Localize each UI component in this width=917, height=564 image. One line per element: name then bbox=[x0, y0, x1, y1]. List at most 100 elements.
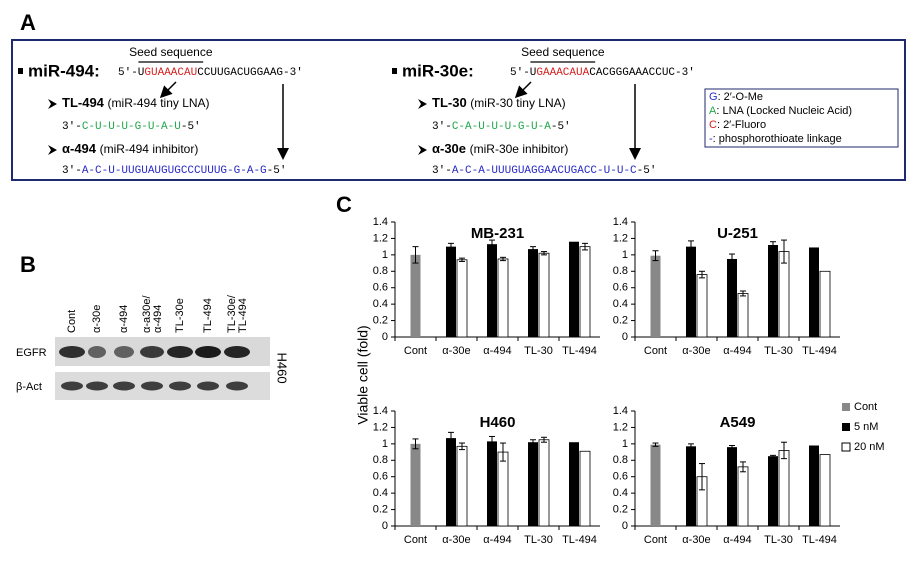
error-bar bbox=[770, 454, 776, 458]
bar bbox=[737, 466, 749, 527]
sequence-part: A-C-U-UUGUAUGUGCCCUUUG-G-A-G bbox=[82, 165, 267, 177]
y-tick-label: 1 bbox=[622, 249, 628, 261]
bar bbox=[528, 249, 538, 337]
y-tick-label: 0.8 bbox=[613, 454, 628, 466]
key-entry: -: phosphorothioate linkage bbox=[709, 133, 842, 145]
lane-label: α-a30e/ bbox=[141, 295, 153, 333]
error-bar bbox=[541, 436, 547, 443]
bar bbox=[446, 246, 456, 337]
seed-label: Seed sequence bbox=[521, 45, 605, 59]
oligo-desc: (miR-30 tiny LNA) bbox=[470, 96, 565, 110]
legend-swatch bbox=[841, 442, 851, 452]
lane-label: TL-30e/ bbox=[226, 294, 238, 333]
bar bbox=[650, 255, 661, 337]
bar bbox=[737, 293, 749, 338]
error-bar bbox=[459, 442, 465, 451]
sequence-part: C-U-U-U-G-U-A-U bbox=[82, 121, 181, 133]
key-symbol: G bbox=[709, 91, 718, 103]
x-tick-label: TL-494 bbox=[562, 345, 597, 357]
key-entry: G: 2′-O-Me bbox=[709, 91, 763, 103]
sequence-part: C-A-U-U-U-G-U-A bbox=[452, 121, 551, 133]
x-tick-label: α-30e bbox=[682, 345, 710, 357]
oligo-title: α-494 (miR-494 inhibitor) bbox=[62, 141, 198, 156]
y-tick-label: 1.4 bbox=[613, 216, 628, 228]
bar bbox=[456, 259, 468, 338]
sequence-part: A-C-A-UUUGUAGGAACUGACC-U-U-C bbox=[452, 165, 637, 177]
x-tick-label: α-30e bbox=[442, 345, 470, 357]
oligo-name: α-30e bbox=[432, 141, 466, 156]
oligo-title: TL-30 (miR-30 tiny LNA) bbox=[432, 95, 566, 110]
sequence-part: -5′ bbox=[637, 165, 657, 177]
legend-label: Cont bbox=[854, 401, 877, 413]
x-tick-label: TL-494 bbox=[802, 534, 837, 546]
chart-title: MB-231 bbox=[471, 225, 524, 242]
bar bbox=[809, 247, 819, 337]
row-label: β-Act bbox=[16, 381, 42, 393]
y-tick-label: 1.4 bbox=[613, 405, 628, 417]
lane-label: TL-30e bbox=[174, 298, 186, 333]
mirna-name: miR-494: bbox=[28, 61, 100, 80]
bar bbox=[528, 442, 538, 526]
bar bbox=[819, 454, 831, 527]
sequence-part: 3′- bbox=[432, 121, 452, 133]
sequence-part: -5′ bbox=[551, 121, 571, 133]
y-tick-label: 0.2 bbox=[613, 503, 628, 515]
lane-label: α-494 bbox=[118, 305, 130, 333]
y-tick-label: 1.2 bbox=[373, 232, 388, 244]
bar bbox=[538, 252, 550, 338]
pointer bbox=[418, 145, 427, 155]
mirna-name: miR-30e: bbox=[402, 61, 474, 80]
legend-swatch bbox=[842, 403, 850, 411]
error-bar bbox=[530, 439, 536, 446]
bar bbox=[446, 438, 456, 526]
x-tick-label: Cont bbox=[644, 534, 667, 546]
y-tick-label: 0.6 bbox=[613, 471, 628, 483]
blot-band bbox=[86, 381, 108, 391]
y-tick-label: 0.6 bbox=[613, 282, 628, 294]
bar bbox=[809, 445, 819, 526]
pointer bbox=[48, 145, 57, 155]
sequence-part: GUAAACAU bbox=[144, 67, 197, 79]
y-tick-label: 1.2 bbox=[613, 232, 628, 244]
bar bbox=[569, 442, 579, 526]
bullet bbox=[18, 68, 23, 74]
row-label: EGFR bbox=[16, 347, 47, 359]
error-bar bbox=[459, 257, 465, 262]
oligo-title: TL-494 (miR-494 tiny LNA) bbox=[62, 95, 210, 110]
key-text: : 2′-O-Me bbox=[718, 91, 763, 103]
y-tick-label: 1.2 bbox=[613, 421, 628, 433]
legend-label: 20 nM bbox=[854, 441, 885, 453]
sequence-part: 3′- bbox=[432, 165, 452, 177]
error-bar bbox=[500, 442, 506, 462]
y-tick-label: 1.4 bbox=[373, 216, 388, 228]
x-tick-label: α-30e bbox=[682, 534, 710, 546]
oligo-name: α-494 bbox=[62, 141, 97, 156]
bar bbox=[456, 445, 468, 527]
panel-label: B bbox=[20, 252, 36, 277]
blot-band bbox=[61, 381, 83, 391]
bar bbox=[686, 246, 696, 337]
bar bbox=[579, 450, 591, 527]
error-bar bbox=[729, 445, 735, 450]
oligo-title: α-30e (miR-30e inhibitor) bbox=[432, 141, 568, 156]
error-bar bbox=[500, 256, 506, 262]
sequence-part: 3′- bbox=[62, 165, 82, 177]
key-text: : phosphorothioate linkage bbox=[713, 133, 842, 145]
bar bbox=[487, 244, 497, 337]
error-bar bbox=[688, 443, 694, 450]
blot-band bbox=[140, 346, 164, 358]
x-tick-label: TL-30 bbox=[524, 534, 553, 546]
blot-band bbox=[59, 346, 85, 358]
oligo-desc: (miR-494 tiny LNA) bbox=[108, 96, 210, 110]
x-tick-label: TL-30 bbox=[764, 345, 793, 357]
sequence-part: 5′-U bbox=[118, 67, 144, 79]
sequence: 3′-C-A-U-U-U-G-U-A-5′ bbox=[432, 121, 571, 133]
key-text: : 2′-Fluoro bbox=[717, 119, 766, 131]
error-bar bbox=[699, 463, 705, 491]
y-tick-label: 0.6 bbox=[373, 282, 388, 294]
y-tick-label: 0.2 bbox=[613, 314, 628, 326]
oligo-desc: (miR-30e inhibitor) bbox=[470, 142, 569, 156]
oligo-desc: (miR-494 inhibitor) bbox=[100, 142, 199, 156]
sequence-part: 5′-U bbox=[510, 67, 536, 79]
x-tick-label: α-494 bbox=[483, 534, 511, 546]
